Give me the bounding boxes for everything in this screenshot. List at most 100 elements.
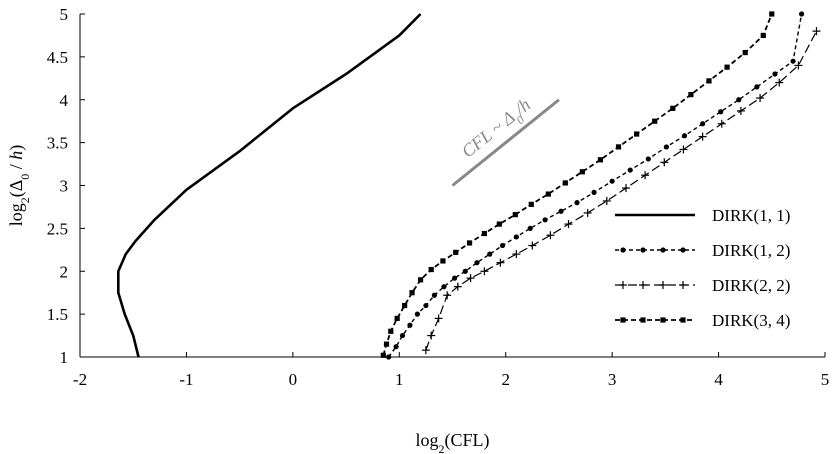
data-point	[496, 221, 502, 227]
series-line	[388, 13, 803, 358]
data-point	[496, 258, 505, 267]
data-point	[423, 302, 429, 309]
y-tick-label: 4	[60, 91, 69, 110]
x-tick-label: -2	[73, 370, 87, 389]
annotation-line	[451, 98, 560, 187]
data-point	[597, 157, 604, 163]
data-point	[639, 281, 647, 289]
data-point	[499, 242, 506, 249]
data-point	[620, 247, 626, 253]
data-point	[798, 11, 805, 17]
series-line	[425, 30, 818, 351]
data-point	[681, 133, 688, 139]
data-point	[380, 352, 386, 358]
data-point	[736, 106, 745, 115]
data-point	[812, 27, 821, 36]
data-point	[640, 247, 646, 253]
data-point	[640, 317, 646, 323]
data-point	[528, 201, 534, 207]
data-point	[393, 344, 399, 350]
data-point	[591, 189, 597, 195]
data-point	[394, 315, 400, 322]
series-line	[117, 13, 422, 358]
data-point	[481, 230, 488, 237]
data-point	[609, 178, 615, 184]
data-point	[706, 78, 712, 84]
legend-item: DIRK(3, 4)	[615, 311, 790, 330]
data-point	[512, 250, 521, 259]
data-point	[680, 317, 686, 323]
data-point	[443, 291, 452, 300]
data-point	[388, 328, 394, 334]
data-point	[562, 180, 568, 186]
data-point	[679, 145, 688, 154]
series-dirk-2-2	[421, 27, 821, 355]
data-point	[421, 346, 430, 355]
data-point	[652, 118, 658, 124]
x-tick-label: 0	[289, 370, 298, 389]
data-point	[480, 267, 489, 276]
data-point	[466, 240, 473, 246]
data-point	[434, 314, 443, 323]
data-point	[680, 247, 686, 253]
data-point	[688, 92, 694, 98]
series-line	[382, 13, 773, 356]
legend-item: DIRK(1, 2)	[615, 241, 790, 260]
data-point	[660, 158, 669, 167]
data-point	[579, 169, 585, 175]
data-point	[645, 156, 651, 162]
data-point	[466, 274, 475, 283]
series-layer	[117, 11, 821, 360]
data-point	[659, 281, 667, 289]
data-point	[414, 311, 420, 317]
data-point	[660, 317, 666, 323]
data-point	[698, 132, 707, 141]
data-point	[772, 71, 778, 77]
data-point	[724, 64, 730, 70]
legend-item: DIRK(1, 1)	[615, 206, 790, 225]
data-point	[402, 302, 408, 309]
y-tick-label: 1.5	[47, 305, 68, 324]
data-point	[670, 105, 676, 111]
data-point	[700, 121, 706, 127]
data-point	[417, 277, 424, 283]
x-tick-label: -1	[179, 370, 193, 389]
axis-ticks: -2 -1 0 1 2 3 4 5 1 1.5 2 2.5 3 3.5 4 4.5 5	[47, 5, 830, 389]
data-point	[718, 109, 724, 115]
data-point	[663, 144, 670, 150]
data-point	[558, 208, 564, 214]
y-tick-label: 1	[60, 348, 69, 367]
y-axis-label: log2(Δ0 / h)	[6, 145, 32, 227]
x-axis-label: log2(CFL)	[415, 430, 489, 454]
y-tick-label: 2.5	[47, 219, 68, 238]
data-point	[513, 234, 519, 240]
data-point	[542, 217, 548, 223]
data-point	[620, 317, 626, 323]
data-point	[441, 284, 447, 290]
data-point	[634, 131, 640, 137]
annotation-text: CFL ~ Δ0/h	[458, 94, 538, 166]
x-tick-label: 3	[608, 370, 617, 389]
data-point	[717, 119, 726, 128]
data-point	[627, 167, 633, 173]
data-point	[399, 332, 406, 339]
data-point	[512, 212, 518, 218]
data-point	[474, 260, 480, 266]
data-point	[564, 220, 573, 229]
data-point	[754, 84, 760, 90]
data-point	[583, 208, 592, 217]
data-point	[615, 144, 622, 150]
data-point	[775, 78, 784, 87]
data-point	[619, 281, 627, 289]
data-point	[431, 292, 438, 298]
data-point	[452, 275, 458, 281]
data-point	[487, 251, 493, 257]
series-dirk-1-1	[117, 13, 422, 358]
data-point	[527, 225, 533, 231]
data-point	[790, 58, 796, 64]
legend-label: DIRK(1, 2)	[712, 241, 790, 260]
data-point	[386, 354, 392, 360]
data-point	[428, 266, 434, 273]
legend-label: DIRK(3, 4)	[712, 311, 790, 330]
